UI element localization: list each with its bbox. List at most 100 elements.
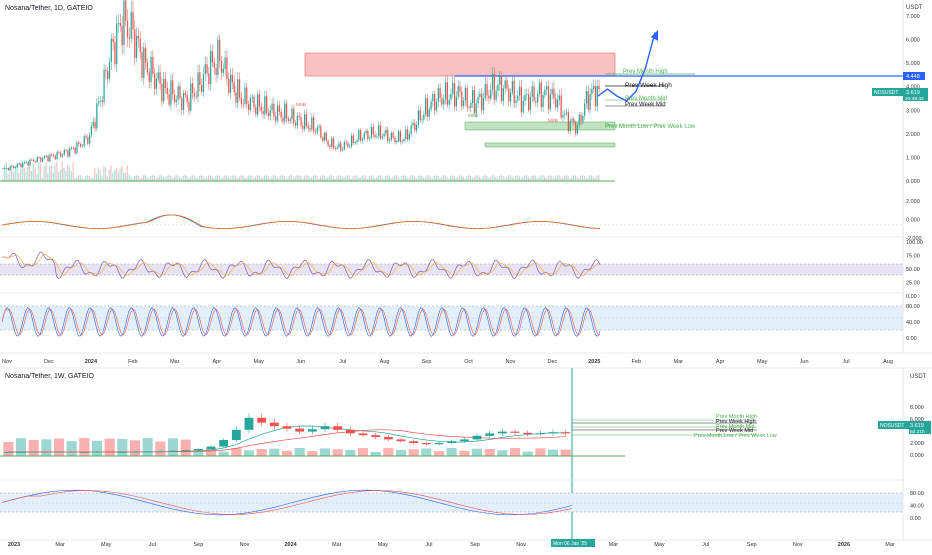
candle-body bbox=[443, 99, 445, 105]
volume-bar bbox=[95, 173, 98, 181]
volume-bar bbox=[117, 172, 119, 181]
volume-bar bbox=[68, 167, 71, 181]
volume-bar bbox=[509, 175, 511, 181]
candle-body bbox=[126, 20, 129, 38]
candle-body bbox=[322, 137, 324, 141]
candle-body bbox=[276, 105, 279, 121]
weekly-candle-body bbox=[459, 439, 469, 442]
candle-body bbox=[264, 96, 266, 115]
volume-bar bbox=[451, 175, 454, 181]
weekly-candle-body bbox=[497, 431, 507, 434]
stoch-d-line bbox=[1, 308, 601, 336]
volume-bar bbox=[32, 163, 34, 181]
macd-signal-line bbox=[1, 214, 601, 229]
candle-body bbox=[242, 103, 244, 105]
volume-bar bbox=[580, 175, 582, 181]
candle-body bbox=[260, 106, 262, 111]
volume-bar bbox=[133, 176, 136, 181]
candle-body bbox=[385, 129, 387, 134]
candle-body bbox=[206, 64, 208, 74]
weekly-candle-body bbox=[105, 451, 115, 453]
volume-bar bbox=[276, 177, 278, 181]
candle-body bbox=[350, 135, 353, 147]
candle-body bbox=[267, 112, 270, 117]
volume-bar bbox=[244, 177, 246, 181]
candle-body bbox=[123, 0, 125, 46]
candle-body bbox=[291, 108, 293, 120]
candle-body bbox=[90, 126, 93, 136]
volume-bar bbox=[426, 175, 428, 181]
weekly-candle-body bbox=[257, 417, 267, 423]
candle-body bbox=[589, 94, 591, 110]
volume-bar bbox=[576, 177, 578, 181]
weekly-candle-body bbox=[295, 428, 305, 432]
candle-body bbox=[594, 86, 597, 107]
bottom-time-ticks-tick: Nov bbox=[240, 542, 250, 548]
volume-bar bbox=[139, 178, 141, 181]
candle-body bbox=[20, 163, 22, 168]
candle-body bbox=[191, 83, 194, 94]
weekly-volume-bar bbox=[167, 438, 179, 456]
candle-body bbox=[574, 122, 577, 134]
volume-bar bbox=[379, 175, 381, 181]
volume-bar bbox=[368, 176, 371, 181]
volume-bar bbox=[231, 175, 233, 181]
bottom-time-ticks-tick: Jul bbox=[425, 542, 432, 548]
volume-bar bbox=[173, 176, 175, 181]
candle-body bbox=[571, 119, 573, 121]
volume-bar bbox=[522, 176, 524, 181]
candle-body bbox=[58, 152, 60, 153]
volume-bar bbox=[226, 175, 228, 181]
candle-body bbox=[45, 156, 47, 157]
volume-bar bbox=[511, 177, 513, 181]
candle-body bbox=[435, 101, 438, 111]
volume-bar bbox=[189, 176, 192, 181]
bottom-time-ticks-tick: Nov bbox=[516, 542, 526, 548]
candle-body bbox=[99, 100, 102, 102]
bottom-currency-label: USDT bbox=[910, 374, 927, 380]
volume-bar bbox=[347, 175, 349, 181]
weekly-candle-body bbox=[447, 441, 457, 443]
weekly-candle-body bbox=[130, 451, 140, 453]
candle-body bbox=[537, 93, 539, 103]
top-time-ticks-tick: May bbox=[254, 359, 265, 365]
volume-bar bbox=[144, 175, 146, 181]
candle-body bbox=[444, 82, 447, 100]
volume-bar bbox=[381, 176, 383, 181]
candle-body bbox=[477, 96, 479, 104]
volume-bar bbox=[565, 175, 567, 181]
volume-bar bbox=[363, 175, 365, 181]
volume-bar bbox=[587, 176, 589, 181]
candle-body bbox=[119, 23, 121, 27]
volume-bar bbox=[21, 161, 24, 181]
candle-body bbox=[338, 143, 340, 148]
bottom-time-ticks-tick: Nov bbox=[793, 542, 803, 548]
top-time-ticks-tick: Jul bbox=[843, 359, 850, 365]
volume-bar bbox=[310, 177, 313, 181]
candle-body bbox=[598, 86, 600, 90]
weekly-candle-body bbox=[485, 433, 495, 436]
volume-bar bbox=[415, 178, 417, 181]
candle-body bbox=[76, 142, 78, 154]
bottom-chart-title: Nosana/Tether, 1W, GATEIO bbox=[5, 373, 95, 380]
candle-body bbox=[266, 96, 268, 113]
candle-body bbox=[307, 125, 309, 129]
candle-body bbox=[345, 142, 347, 144]
candle-body bbox=[278, 105, 280, 112]
candle-body bbox=[116, 23, 118, 64]
volume-bar bbox=[5, 162, 7, 181]
volume-bar bbox=[227, 177, 230, 181]
rsi-panel bbox=[0, 251, 903, 280]
top-time-ticks-tick: Jun bbox=[296, 359, 305, 365]
weekly-candle-body bbox=[409, 441, 419, 443]
volume-bar bbox=[457, 177, 459, 181]
candle-body bbox=[231, 74, 233, 83]
candle-body bbox=[564, 113, 566, 115]
weekly-volume-bar bbox=[3, 442, 14, 456]
weekly-volume-bar bbox=[471, 448, 483, 456]
msb-label-3: MSB bbox=[548, 118, 558, 123]
countdown-bottom: 6d 21h bbox=[910, 429, 925, 435]
volume-bar bbox=[235, 176, 237, 181]
